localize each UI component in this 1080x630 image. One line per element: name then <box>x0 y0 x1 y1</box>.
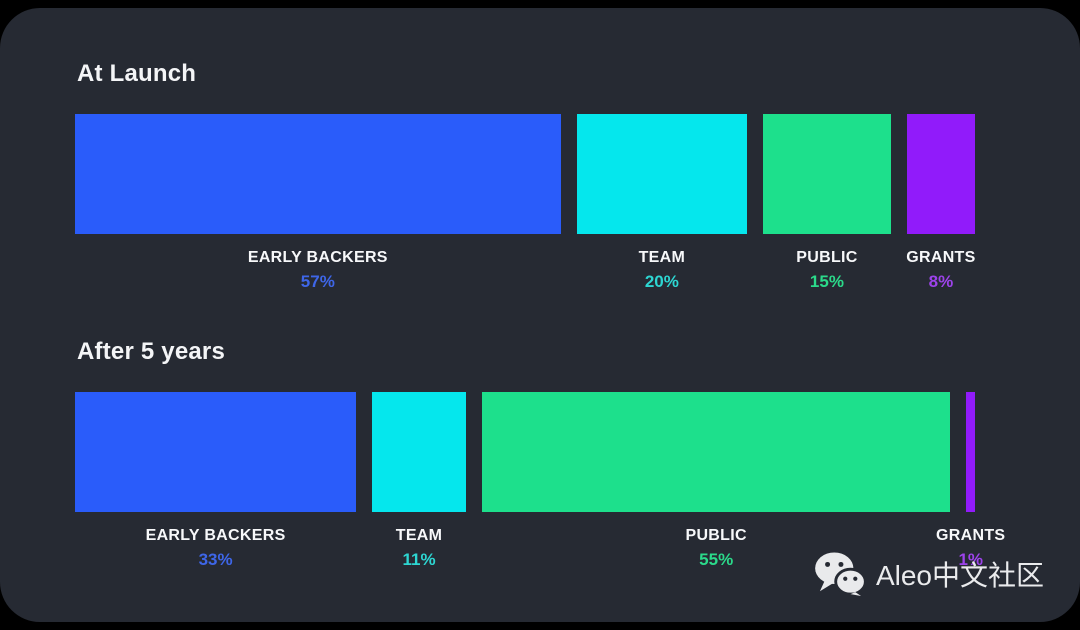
bar-segment-grants: GRANTS 1% <box>936 392 1005 570</box>
bar-early-backers <box>75 392 357 512</box>
watermark: Aleo中文社区 <box>814 552 1044 596</box>
bar-value-label: 11% <box>402 550 436 569</box>
bar-segment-public: PUBLIC 15% <box>763 114 891 292</box>
bar-segment-public: PUBLIC 55% <box>481 392 951 570</box>
bar-category-label: GRANTS <box>906 249 976 266</box>
bar-value-label: 55% <box>699 550 734 569</box>
watermark-text: Aleo中文社区 <box>875 560 1044 591</box>
bar-value-label: 8% <box>928 272 954 291</box>
bar-labels-team: TEAM 20% <box>577 249 747 292</box>
bar-value-label: 1% <box>958 550 984 569</box>
bar-public <box>763 114 891 234</box>
bars-row-at-launch: EARLY BACKERS 57% TEAM 20% PUBLIC 15% GRANTS 8% <box>75 114 975 292</box>
bar-value-label: 20% <box>644 272 679 291</box>
bar-grants <box>966 392 975 512</box>
section-after-5-years: After 5 years EARLY BACKERS 33% TEAM 11% PUB… <box>75 338 1005 570</box>
section-at-launch: At Launch EARLY BACKERS 57% TEAM 20% PUBLIC 1… <box>75 60 975 292</box>
bar-segment-team: TEAM 11% <box>372 392 466 570</box>
bar-segment-early-backers: EARLY BACKERS 33% <box>75 392 357 570</box>
bar-team <box>576 114 748 234</box>
bar-category-label: TEAM <box>638 249 686 266</box>
bar-segment-team: TEAM 20% <box>576 114 748 292</box>
bar-category-label: GRANTS <box>936 527 1006 544</box>
bar-category-label: TEAM <box>395 527 443 544</box>
bar-segment-early-backers: EARLY BACKERS 57% <box>75 114 561 292</box>
section-title-after-5-years: After 5 years <box>77 338 226 365</box>
bar-labels-public: PUBLIC 15% <box>763 249 891 292</box>
bar-labels-grants: GRANTS 8% <box>906 249 976 292</box>
bar-segment-grants: GRANTS 8% <box>906 114 976 292</box>
bar-category-label: EARLY BACKERS <box>145 527 286 544</box>
bar-category-label: EARLY BACKERS <box>247 249 388 266</box>
bar-team <box>372 392 466 512</box>
bar-category-label: PUBLIC <box>685 527 747 544</box>
bar-early-backers <box>75 114 561 234</box>
bar-value-label: 15% <box>809 272 844 291</box>
bars-row-after-5-years: EARLY BACKERS 33% TEAM 11% PUBLIC 55% GRANTS 1% <box>75 392 1005 570</box>
bar-labels-team: TEAM 11% <box>372 527 466 570</box>
bar-value-label: 57% <box>300 272 335 291</box>
bar-category-label: PUBLIC <box>796 249 858 266</box>
token-distribution-card: At Launch EARLY BACKERS 57% TEAM 20% PUBLIC 1… <box>0 8 1080 622</box>
bar-labels-early-backers: EARLY BACKERS 33% <box>75 527 356 570</box>
bar-labels-public: PUBLIC 55% <box>482 527 951 570</box>
wechat-icon <box>815 552 866 596</box>
card-content: At Launch EARLY BACKERS 57% TEAM 20% PUBLIC 1… <box>75 8 1005 570</box>
bar-labels-early-backers: EARLY BACKERS 57% <box>75 249 561 292</box>
bar-public <box>481 392 951 512</box>
bar-labels-grants: GRANTS 1% <box>936 527 1005 570</box>
bar-grants <box>906 114 975 234</box>
section-title-at-launch: At Launch <box>77 60 197 87</box>
bar-value-label: 33% <box>198 550 233 569</box>
